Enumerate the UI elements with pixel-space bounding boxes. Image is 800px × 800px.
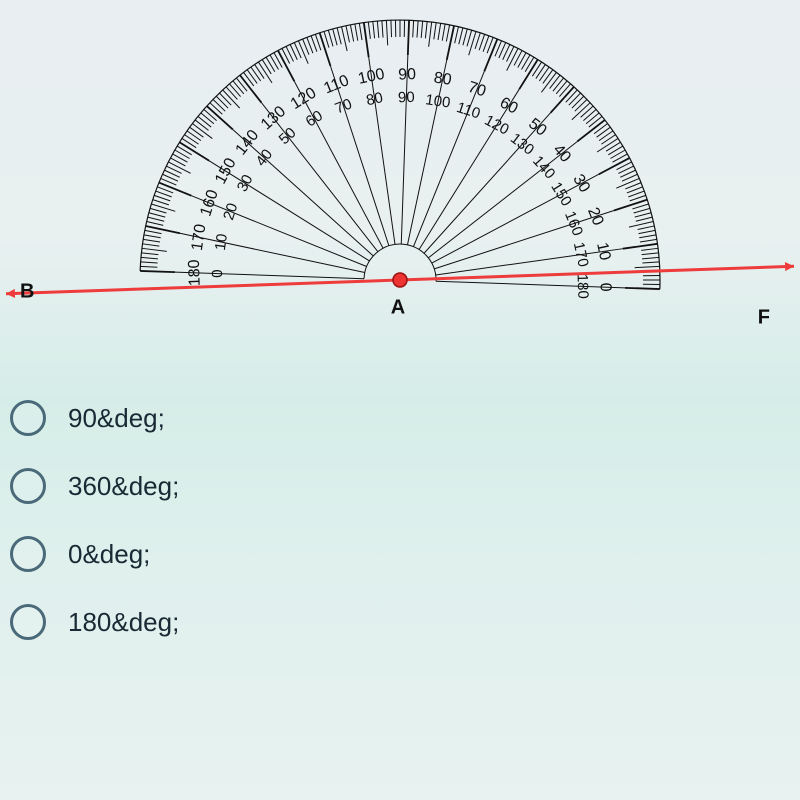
- svg-text:30: 30: [569, 172, 593, 196]
- svg-text:40: 40: [549, 141, 574, 166]
- svg-text:160: 160: [561, 209, 586, 239]
- svg-text:60: 60: [303, 107, 326, 130]
- svg-text:90: 90: [398, 66, 416, 84]
- option-label: 0&deg;: [68, 539, 150, 570]
- svg-text:80: 80: [433, 70, 453, 89]
- svg-text:0: 0: [596, 282, 613, 292]
- svg-text:10: 10: [593, 241, 613, 262]
- answer-options: 90&deg; 360&deg; 0&deg; 180&deg;: [10, 400, 800, 640]
- svg-text:80: 80: [365, 89, 385, 109]
- radio-icon[interactable]: [10, 400, 46, 436]
- svg-text:0: 0: [209, 269, 226, 278]
- svg-text:30: 30: [234, 172, 257, 195]
- svg-text:180: 180: [186, 259, 204, 286]
- svg-text:B: B: [20, 280, 34, 302]
- svg-text:70: 70: [333, 95, 355, 117]
- svg-text:180: 180: [573, 274, 591, 300]
- radio-icon[interactable]: [10, 604, 46, 640]
- svg-text:110: 110: [322, 72, 352, 97]
- svg-text:150: 150: [547, 179, 575, 209]
- option-90[interactable]: 90&deg;: [10, 400, 800, 436]
- svg-text:50: 50: [276, 124, 300, 148]
- option-label: 360&deg;: [68, 471, 179, 502]
- svg-text:90: 90: [398, 89, 415, 107]
- option-label: 180&deg;: [68, 607, 179, 638]
- svg-text:170: 170: [189, 223, 210, 252]
- svg-text:20: 20: [584, 205, 606, 228]
- svg-text:40: 40: [252, 146, 276, 170]
- option-0[interactable]: 0&deg;: [10, 536, 800, 572]
- svg-text:60: 60: [497, 94, 521, 117]
- protractor-svg: 0102030405060708090100110120130140150160…: [0, 0, 800, 340]
- option-label: 90&deg;: [68, 403, 165, 434]
- radio-icon[interactable]: [10, 468, 46, 504]
- option-360[interactable]: 360&deg;: [10, 468, 800, 504]
- svg-text:170: 170: [570, 241, 592, 269]
- protractor-figure: 0102030405060708090100110120130140150160…: [0, 0, 800, 340]
- svg-text:A: A: [391, 296, 405, 318]
- option-180[interactable]: 180&deg;: [10, 604, 800, 640]
- svg-text:110: 110: [454, 99, 482, 123]
- svg-text:160: 160: [197, 188, 221, 219]
- radio-icon[interactable]: [10, 536, 46, 572]
- svg-text:F: F: [758, 306, 770, 328]
- svg-text:10: 10: [212, 233, 231, 252]
- svg-text:20: 20: [220, 201, 241, 222]
- svg-text:100: 100: [357, 66, 387, 88]
- svg-text:100: 100: [424, 91, 451, 111]
- svg-text:70: 70: [466, 79, 488, 101]
- svg-text:50: 50: [525, 115, 550, 139]
- svg-text:120: 120: [482, 112, 512, 139]
